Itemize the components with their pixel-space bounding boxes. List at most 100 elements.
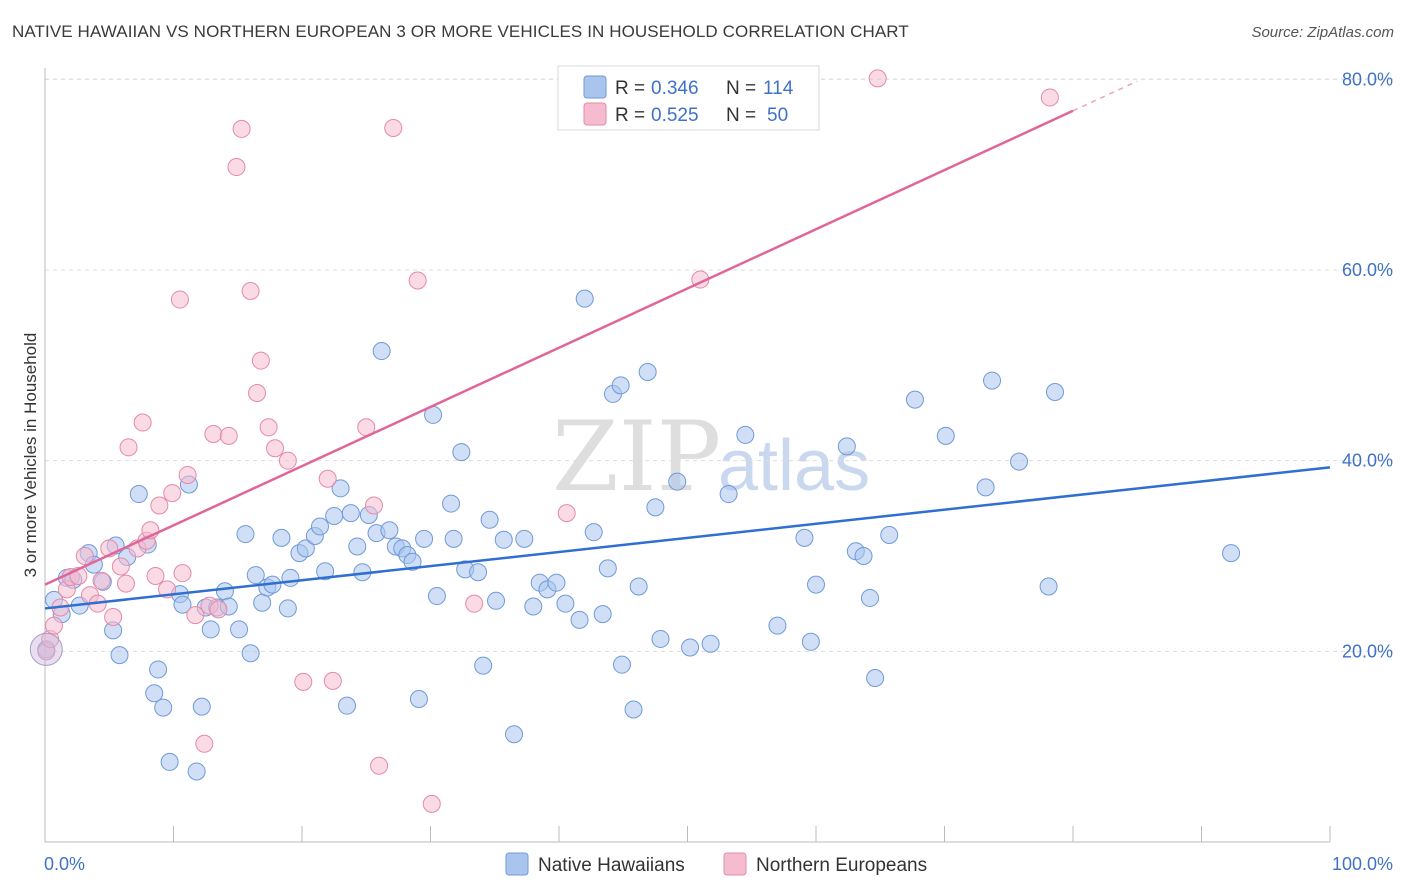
point-native-hawaiians-27 bbox=[215, 582, 234, 601]
y-tick-label-80: 80.0% bbox=[1342, 69, 1393, 89]
point-native-hawaiians-31 bbox=[241, 644, 260, 663]
point-northern-europeans-42 bbox=[318, 469, 337, 488]
point-native-hawaiians-53 bbox=[380, 521, 399, 540]
trend-line-native-hawaiians bbox=[44, 466, 1331, 610]
point-native-hawaiians-102 bbox=[854, 547, 873, 565]
stats-legend: R = 0.346 N = 114 R = 0.525 N = 50 bbox=[557, 65, 820, 131]
point-native-hawaiians-73 bbox=[524, 597, 543, 616]
point-native-hawaiians-82 bbox=[598, 559, 617, 578]
legend-swatch-northern-europeans bbox=[583, 102, 607, 126]
point-native-hawaiians-87 bbox=[629, 577, 648, 596]
point-native-hawaiians-94 bbox=[719, 485, 738, 504]
legend-r-value-1: 0.525 bbox=[651, 105, 699, 126]
point-native-hawaiians-11 bbox=[110, 646, 129, 665]
point-northern-europeans-23 bbox=[163, 484, 182, 503]
point-northern-europeans-49 bbox=[422, 794, 441, 813]
point-northern-europeans-35 bbox=[241, 281, 260, 300]
point-native-hawaiians-46 bbox=[337, 696, 356, 715]
point-native-hawaiians-76 bbox=[547, 573, 566, 592]
point-native-hawaiians-79 bbox=[575, 289, 594, 308]
point-native-hawaiians-37 bbox=[278, 599, 297, 618]
trend-line-northern-europeans bbox=[44, 109, 1074, 586]
series-northern-europeans bbox=[29, 69, 1059, 813]
point-northern-europeans-10 bbox=[92, 571, 111, 590]
legend-r-label-0: R = bbox=[615, 78, 645, 99]
point-northern-europeans-17 bbox=[133, 413, 152, 432]
point-native-hawaiians-107 bbox=[936, 426, 955, 445]
point-native-hawaiians-62 bbox=[442, 494, 461, 513]
y-tick-label-60: 60.0% bbox=[1342, 260, 1393, 280]
legend-n-label-0: N = bbox=[726, 78, 756, 99]
y-tick-label-20: 20.0% bbox=[1342, 641, 1393, 661]
point-northern-europeans-46 bbox=[370, 756, 389, 775]
point-northern-europeans-50 bbox=[465, 594, 484, 613]
point-native-hawaiians-16 bbox=[149, 660, 168, 679]
point-northern-europeans-36 bbox=[248, 383, 267, 402]
point-native-hawaiians-45 bbox=[331, 479, 350, 498]
bottom-legend-label-northern-europeans: Northern Europeans bbox=[756, 855, 927, 876]
point-northern-europeans-25 bbox=[173, 564, 192, 583]
chart-title: NATIVE HAWAIIAN VS NORTHERN EUROPEAN 3 O… bbox=[12, 22, 909, 41]
y-tick-labels: 20.0% 40.0% 60.0% 80.0% bbox=[1342, 69, 1393, 661]
grid-lines bbox=[45, 78, 1393, 652]
legend-n-value-0: 114 bbox=[763, 78, 794, 99]
point-native-hawaiians-90 bbox=[651, 629, 670, 648]
point-northern-europeans-45 bbox=[364, 496, 383, 515]
x-tick-label-1: 100.0% bbox=[1332, 854, 1393, 874]
series-native-hawaiians bbox=[37, 289, 1241, 781]
point-native-hawaiians-106 bbox=[905, 390, 924, 409]
point-cluster-origin bbox=[29, 632, 63, 666]
point-northern-europeans-30 bbox=[204, 424, 223, 443]
point-native-hawaiians-22 bbox=[187, 762, 206, 781]
point-native-hawaiians-92 bbox=[681, 638, 700, 657]
point-native-hawaiians-42 bbox=[310, 517, 329, 536]
source-credit: Source: ZipAtlas.com bbox=[1251, 24, 1394, 41]
point-native-hawaiians-96 bbox=[768, 616, 787, 635]
point-native-hawaiians-66 bbox=[469, 563, 488, 582]
point-northern-europeans-12 bbox=[104, 608, 123, 627]
bottom-legend-swatch-native-hawaiians bbox=[505, 852, 529, 876]
point-northern-europeans-54 bbox=[1040, 88, 1059, 107]
point-native-hawaiians-91 bbox=[668, 472, 687, 491]
point-native-hawaiians-13 bbox=[129, 485, 148, 504]
point-native-hawaiians-69 bbox=[487, 591, 506, 610]
point-native-hawaiians-105 bbox=[880, 526, 899, 545]
point-native-hawaiians-36 bbox=[272, 528, 291, 547]
point-native-hawaiians-81 bbox=[593, 605, 612, 624]
point-native-hawaiians-88 bbox=[638, 363, 657, 382]
point-native-hawaiians-71 bbox=[505, 725, 524, 744]
y-tick-label-40: 40.0% bbox=[1342, 451, 1393, 471]
point-native-hawaiians-38 bbox=[281, 568, 300, 587]
point-northern-europeans-39 bbox=[266, 439, 285, 458]
x-tick-label-0: 0.0% bbox=[44, 854, 85, 874]
point-native-hawaiians-77 bbox=[556, 594, 575, 613]
point-native-hawaiians-98 bbox=[801, 632, 820, 651]
point-northern-europeans-37 bbox=[251, 351, 270, 370]
point-northern-europeans-14 bbox=[116, 574, 135, 593]
point-northern-europeans-27 bbox=[186, 606, 205, 625]
point-native-hawaiians-85 bbox=[612, 655, 631, 674]
watermark: ZIP atlas bbox=[552, 401, 870, 513]
point-native-hawaiians-111 bbox=[1039, 577, 1058, 596]
point-native-hawaiians-59 bbox=[415, 529, 434, 548]
point-native-hawaiians-64 bbox=[452, 443, 471, 462]
point-native-hawaiians-112 bbox=[1046, 383, 1065, 402]
point-northern-europeans-15 bbox=[119, 438, 138, 457]
point-native-hawaiians-100 bbox=[837, 437, 856, 456]
point-northern-europeans-38 bbox=[259, 418, 278, 437]
legend-r-label-1: R = bbox=[615, 105, 645, 126]
trend-lines bbox=[44, 80, 1331, 610]
point-native-hawaiians-44 bbox=[325, 506, 344, 525]
bottom-legend-label-native-hawaiians: Native Hawaiians bbox=[538, 855, 685, 876]
point-native-hawaiians-108 bbox=[976, 478, 995, 497]
point-northern-europeans-26 bbox=[178, 465, 197, 484]
point-native-hawaiians-95 bbox=[736, 425, 755, 444]
legend-r-value-0: 0.346 bbox=[651, 78, 699, 99]
point-native-hawaiians-15 bbox=[145, 684, 164, 703]
point-native-hawaiians-61 bbox=[427, 587, 446, 606]
point-native-hawaiians-78 bbox=[570, 610, 589, 629]
axes bbox=[44, 68, 1331, 843]
legend-n-value-1: 50 bbox=[767, 105, 788, 126]
point-native-hawaiians-70 bbox=[494, 530, 513, 549]
